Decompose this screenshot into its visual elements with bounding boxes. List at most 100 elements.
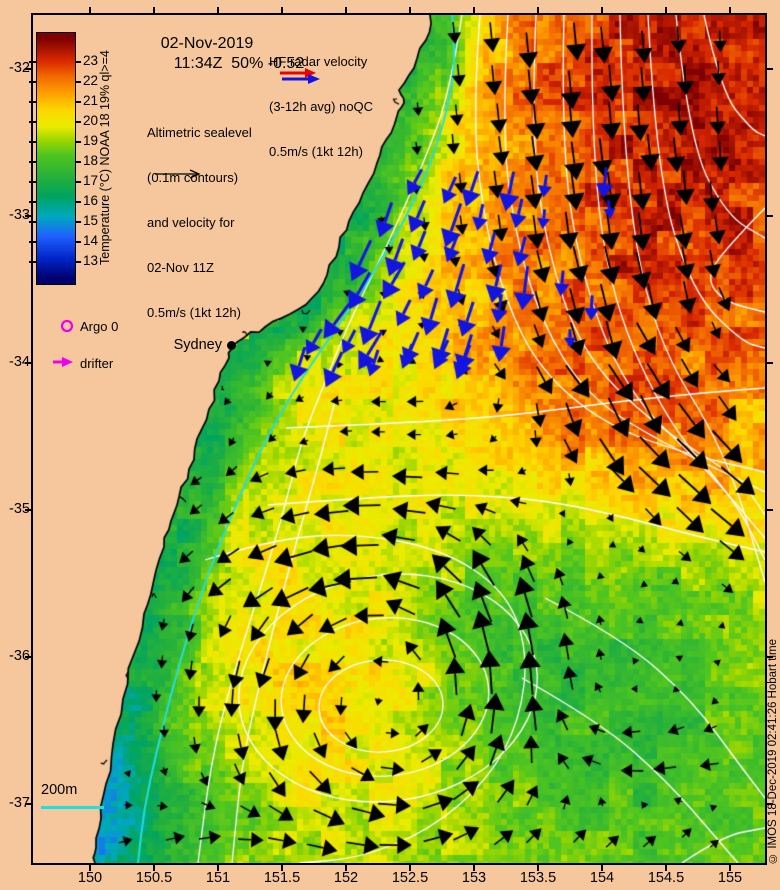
x-axis-tick-bottom xyxy=(409,865,411,871)
x-axis-tick-bottom xyxy=(601,865,603,871)
colorbar-tick-left xyxy=(29,141,36,143)
colorbar-tick-label: 21 xyxy=(83,93,99,108)
y-axis-tick-left xyxy=(25,215,31,217)
colorbar-tick-right xyxy=(76,121,81,123)
x-axis-tick-bottom xyxy=(665,865,667,871)
y-axis-tick-right xyxy=(767,656,773,658)
alt-legend-line3: and velocity for xyxy=(147,215,235,230)
y-axis-tick-left xyxy=(25,656,31,658)
x-axis-tick-top xyxy=(729,7,731,13)
y-axis-label: -36 xyxy=(9,648,30,664)
colorbar-tick-label: 16 xyxy=(83,193,99,208)
colorbar-tick-right xyxy=(76,181,81,183)
x-axis-tick-bottom xyxy=(217,865,219,871)
x-axis-tick-bottom xyxy=(345,865,347,871)
y-axis-tick-right xyxy=(767,68,773,70)
colorbar-tick-label: 23 xyxy=(83,53,99,68)
colorbar-tick-label: 17 xyxy=(83,173,99,188)
alt-legend-line4: 02-Nov 11Z xyxy=(147,260,214,275)
x-axis-label: 155 xyxy=(717,870,743,886)
colorbar-tick-left xyxy=(29,101,36,103)
altimetric-legend: Altimetric sealevel (0.1m contours) and … xyxy=(147,95,252,350)
colorbar-tick-left xyxy=(29,61,36,63)
y-axis-label: -32 xyxy=(9,60,30,76)
colorbar-tick-label: 22 xyxy=(83,73,99,88)
stats-title: 11:34Z 50% -0.52 xyxy=(173,55,305,72)
x-axis-label: 152 xyxy=(333,870,359,886)
colorbar-tick-left xyxy=(29,81,36,83)
colorbar-gradient xyxy=(37,33,75,284)
x-axis-tick-top xyxy=(345,7,347,13)
date-title: 02-Nov-2019 xyxy=(160,35,254,52)
x-axis-label: 151 xyxy=(205,870,231,886)
y-axis-tick-left xyxy=(25,68,31,70)
x-axis-tick-bottom xyxy=(729,865,731,871)
isobath-label: 200m xyxy=(41,782,78,798)
altimetric-scale-arrow-icon xyxy=(155,169,201,179)
colorbar-tick-right xyxy=(76,221,81,223)
colorbar-tick-label: 13 xyxy=(83,253,99,268)
x-axis-tick-top xyxy=(409,7,411,13)
x-axis-label: 152.5 xyxy=(391,870,429,886)
colorbar-tick-left xyxy=(29,261,36,263)
x-axis-label: 151.5 xyxy=(263,870,301,886)
x-axis-tick-top xyxy=(537,7,539,13)
x-axis-label: 153 xyxy=(461,870,487,886)
colorbar-tick-label: 14 xyxy=(83,233,99,248)
map-frame xyxy=(31,13,767,865)
x-axis-tick-bottom xyxy=(473,865,475,871)
y-axis-label: -37 xyxy=(9,795,30,811)
x-axis-label: 154.5 xyxy=(647,870,685,886)
copyright-text: © IMOS 18-Dec-2019 02:41:26 Hobart time xyxy=(767,639,779,864)
colorbar-tick-right xyxy=(76,161,81,163)
colorbar-tick-left xyxy=(29,181,36,183)
colorbar-tick-right xyxy=(76,241,81,243)
colorbar-tick-right xyxy=(76,101,81,103)
colorbar-tick-left xyxy=(29,221,36,223)
alt-legend-line5: 0.5m/s (1kt 12h) xyxy=(147,305,241,320)
x-axis-label: 150.5 xyxy=(135,870,173,886)
colorbar-tick-right xyxy=(76,201,81,203)
colorbar-tick-label: 19 xyxy=(83,133,99,148)
x-axis-tick-bottom xyxy=(153,865,155,871)
x-axis-tick-bottom xyxy=(537,865,539,871)
y-axis-label: -33 xyxy=(9,207,30,223)
y-axis-tick-right xyxy=(767,215,773,217)
x-axis-label: 153.5 xyxy=(519,870,557,886)
y-axis-tick-right xyxy=(767,803,773,805)
x-axis-tick-bottom xyxy=(281,865,283,871)
drifter-label: drifter xyxy=(80,356,114,371)
y-axis-tick-right xyxy=(767,509,773,511)
drifter-marker-icon xyxy=(53,357,73,367)
x-axis-tick-top xyxy=(153,7,155,13)
alt-legend-line1: Altimetric sealevel xyxy=(147,125,252,140)
city-dot-sydney xyxy=(227,341,236,350)
x-axis-tick-top xyxy=(217,7,219,13)
colorbar-frame xyxy=(36,32,76,285)
colorbar-tick-left xyxy=(29,241,36,243)
y-axis-tick-left xyxy=(25,362,31,364)
y-axis-tick-right xyxy=(767,362,773,364)
colorbar-tick-label: 15 xyxy=(83,213,99,228)
colorbar-tick-right xyxy=(76,261,81,263)
colorbar-tick-right xyxy=(76,141,81,143)
x-axis-tick-top xyxy=(281,7,283,13)
argo-label: Argo 0 xyxy=(80,319,119,334)
x-axis-tick-top xyxy=(665,7,667,13)
hf-legend-line2: (3-12h avg) noQC xyxy=(269,99,374,114)
y-axis-tick-left xyxy=(25,803,31,805)
x-axis-tick-top xyxy=(89,7,91,13)
x-axis-tick-top xyxy=(473,7,475,13)
colorbar-tick-label: 18 xyxy=(83,153,99,168)
hf-radar-legend: HF radar velocity (3-12h avg) noQC 0.5m/… xyxy=(269,24,373,189)
colorbar-tick-label: 20 xyxy=(83,113,99,128)
hf-legend-line1: HF radar velocity xyxy=(269,54,368,69)
y-axis-label: -34 xyxy=(9,354,30,370)
colorbar-tick-left xyxy=(29,201,36,203)
colorbar-tick-left xyxy=(29,161,36,163)
isobath-sample-line xyxy=(41,806,104,809)
sst-map-canvas xyxy=(33,15,765,863)
y-axis-tick-left xyxy=(25,509,31,511)
colorbar-tick-right xyxy=(76,81,81,83)
